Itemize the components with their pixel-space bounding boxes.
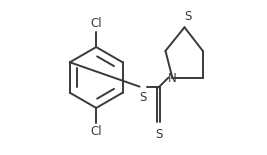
Text: S: S	[140, 91, 147, 104]
Text: S: S	[184, 10, 191, 23]
Text: Cl: Cl	[91, 17, 102, 30]
Text: Cl: Cl	[91, 125, 102, 138]
Text: N: N	[168, 72, 177, 85]
Text: S: S	[155, 128, 162, 141]
